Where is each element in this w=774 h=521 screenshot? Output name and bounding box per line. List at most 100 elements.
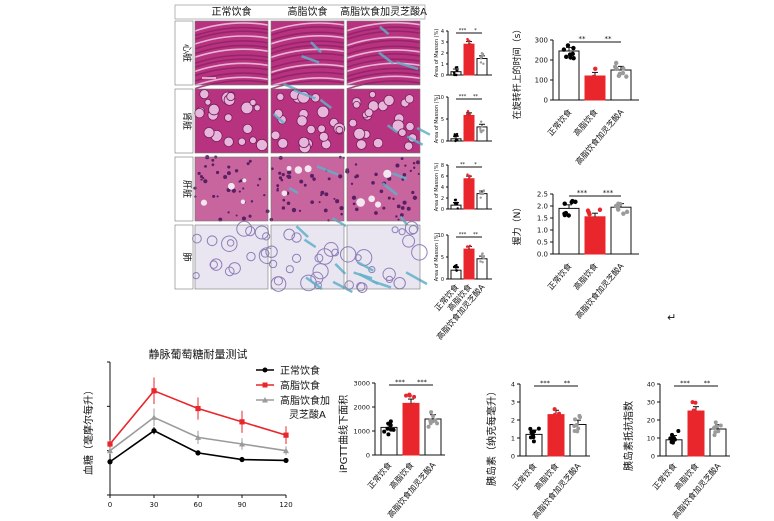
alveolus [285, 265, 294, 274]
renal-tubule [383, 94, 395, 106]
data-point-1 [554, 415, 559, 420]
y-axis-label: 血糖（毫摩尔每升） [82, 385, 95, 475]
legend-marker [262, 397, 268, 403]
histology-header-frame [174, 4, 426, 20]
muscle-fiber [270, 35, 345, 45]
hepatocyte-nucleus [412, 166, 416, 169]
y-tick-label: 0 [651, 452, 655, 460]
series-marker-1 [239, 419, 245, 425]
renal-tubule [353, 127, 366, 140]
data-point-0 [455, 132, 459, 136]
data-point-1 [690, 400, 695, 405]
significance-label: *** [459, 232, 467, 238]
y-tick-label: 1 [511, 434, 515, 442]
y-tick-label: 0 [366, 451, 370, 459]
data-point-1 [588, 75, 594, 81]
alveolus [291, 232, 302, 243]
hepatocyte-nucleus [282, 198, 286, 202]
series-marker-2 [283, 447, 289, 454]
image-border [194, 224, 269, 290]
data-point-1 [466, 113, 469, 116]
y-tick-label: 2.5 [537, 190, 548, 198]
series-marker-0 [283, 457, 289, 464]
y-tick-label: 1 [441, 62, 444, 68]
data-point-2 [429, 410, 434, 415]
image-border [194, 88, 269, 154]
renal-tubule [270, 130, 281, 141]
data-point-0 [528, 426, 533, 431]
histology-image-3-2 [339, 221, 428, 293]
significance-label: *** [603, 189, 614, 197]
renal-tubule [364, 108, 374, 118]
y-axis-label: Area of Masson (%) [434, 163, 440, 212]
muscle-fiber [270, 40, 345, 50]
vacuole [356, 198, 365, 207]
y-tick-label: 0.0 [537, 250, 548, 258]
data-point-1 [407, 402, 412, 407]
y-tick-label: 0 [544, 96, 548, 104]
data-point-0 [456, 66, 459, 69]
data-point-0 [453, 133, 456, 136]
y-axis-label: iPGTT曲线下面积 [337, 395, 350, 473]
hepatocyte-nucleus [355, 174, 360, 178]
hepatocyte-nucleus [404, 164, 407, 167]
hepatocyte-nucleus [324, 192, 329, 197]
data-point-2 [479, 61, 483, 64]
data-point-1 [466, 181, 470, 185]
bar-2 [476, 126, 488, 142]
histology-column-label: 正常饮食 [212, 5, 252, 18]
histology-row-frame [174, 20, 194, 86]
renal-tubule [373, 137, 384, 149]
hepatocyte-nucleus [409, 169, 412, 173]
renal-tubule [316, 105, 330, 119]
hepatocyte-nucleus [335, 199, 340, 204]
hepatocyte-nucleus [392, 197, 395, 201]
muscle-fiber [194, 58, 269, 68]
muscle-fiber [346, 75, 421, 86]
hepatocyte-nucleus [223, 175, 228, 179]
hepatocyte-nucleus [379, 189, 384, 194]
y-tick-label: 3000 [353, 379, 370, 387]
collagen-deposit [378, 51, 394, 65]
histology-row-label: 肾脏 [181, 112, 193, 130]
data-point-1 [597, 207, 603, 212]
alveolus [192, 233, 202, 244]
series-marker-0 [195, 450, 201, 456]
data-point-0 [455, 201, 458, 205]
data-point-1 [411, 402, 416, 407]
hepatocyte-nucleus [400, 206, 405, 210]
image-border [346, 224, 421, 290]
hepatocyte-nucleus [278, 155, 283, 160]
hepatocyte-nucleus [397, 218, 400, 221]
data-point-0 [676, 428, 681, 433]
hepatocyte-nucleus [235, 214, 238, 217]
y-tick-label: 8 [441, 163, 444, 169]
bar-0 [450, 204, 462, 210]
hepatocyte-nucleus [258, 177, 262, 181]
data-point-1 [552, 420, 557, 425]
renal-tubule [204, 98, 212, 106]
data-point-2 [482, 256, 485, 260]
muscle-fiber [194, 30, 269, 40]
histology-row-label: 心脏 [181, 44, 193, 62]
histology-row-frame [174, 88, 194, 154]
collagen-deposit [357, 261, 374, 272]
hepatocyte-nucleus [303, 183, 307, 187]
data-point-2 [479, 196, 482, 199]
significance-label: * [474, 28, 477, 34]
muscle-fiber [270, 26, 345, 36]
significance-label: ** [704, 379, 711, 387]
muscle-fiber [194, 76, 269, 87]
data-point-0 [671, 436, 676, 441]
data-point-2 [482, 190, 485, 193]
data-point-0 [566, 213, 571, 218]
data-point-0 [456, 207, 459, 210]
renal-tubule [352, 100, 361, 109]
hepatocyte-nucleus [340, 212, 343, 216]
alveolus [300, 274, 317, 292]
hepatocyte-nucleus [400, 157, 404, 160]
y-tick-label: 300 [535, 36, 548, 44]
series-marker-1 [151, 388, 157, 394]
hepatocyte-nucleus [286, 201, 291, 205]
